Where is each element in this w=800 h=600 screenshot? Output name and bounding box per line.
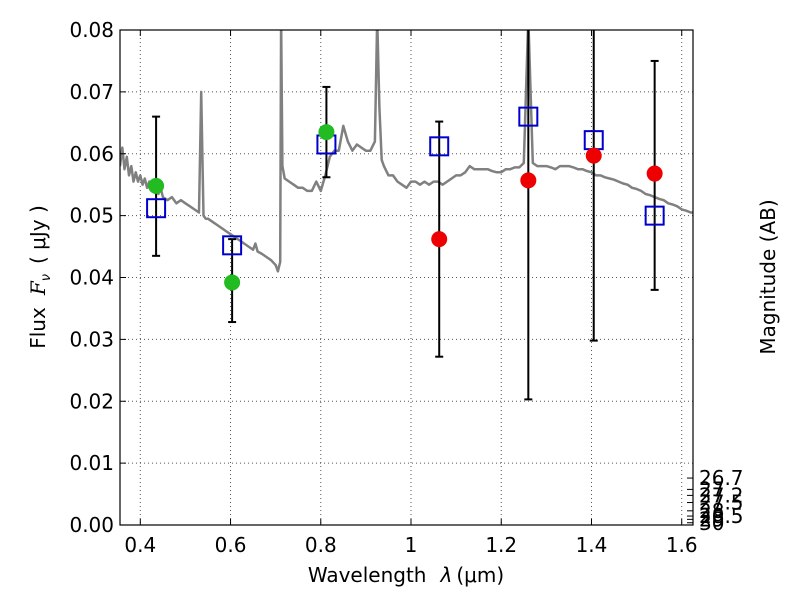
y-axis: 0.00 0.01 0.02 0.03 0.04 0.05 0.06 0.07 0.08 xyxy=(69,18,126,537)
y-axis-label-unit: ( μJy ) xyxy=(26,205,50,264)
x-tick-label: 1.4 xyxy=(576,533,608,557)
x-axis-label-prefix: Wavelength xyxy=(308,563,427,587)
x-tick-label: 0.4 xyxy=(124,533,156,557)
markers-layer xyxy=(146,106,665,291)
y2-tick-label: 28.5 xyxy=(699,504,744,528)
y2-tick-label: 27 xyxy=(699,477,724,501)
model-box-marker xyxy=(644,205,665,226)
optical-point xyxy=(148,177,165,194)
y-tick-label: 0.07 xyxy=(69,80,114,104)
y-axis-label: Flux Fν ( μJy ) xyxy=(26,205,54,349)
nir-point xyxy=(646,165,663,182)
x-tick-label: 1.2 xyxy=(485,533,517,557)
grid-lines xyxy=(120,29,693,526)
model-box-marker xyxy=(518,106,539,127)
x-axis: 0.4 0.6 0.8 1 1.2 1.4 1.6 xyxy=(124,30,698,557)
x-tick-label: 1.6 xyxy=(666,533,698,557)
y2-tick-label: 30 xyxy=(699,511,724,535)
x-axis-label-symbol: λ xyxy=(440,563,453,587)
y-tick-label: 0.03 xyxy=(69,327,114,351)
y-axis-label-prefix: Flux xyxy=(26,307,50,349)
nir-point xyxy=(431,231,448,248)
y-axis-label-symbol: F xyxy=(26,280,50,296)
model-box-marker xyxy=(222,235,243,256)
optical-point xyxy=(224,274,241,291)
x-axis-label-unit: (μm) xyxy=(456,563,504,587)
y-tick-label: 0.02 xyxy=(69,389,114,413)
y2-tick-label: 26.7 xyxy=(699,466,744,490)
x-axis-label: Wavelength λ (μm) xyxy=(308,563,504,587)
model-sed-layer xyxy=(120,30,693,273)
optical-point xyxy=(318,124,335,141)
model-box-marker xyxy=(429,136,450,157)
y-axis-label-subscript: ν xyxy=(39,274,54,281)
model-sed-line xyxy=(120,30,693,273)
x-tick-label: 1 xyxy=(405,533,418,557)
nir-point xyxy=(520,172,537,189)
y-tick-label: 0.04 xyxy=(69,266,114,290)
y2-tick-label: 27.2 xyxy=(699,483,744,507)
x-tick-label: 0.6 xyxy=(215,533,247,557)
y-tick-label: 0.06 xyxy=(69,142,114,166)
model-box-marker xyxy=(146,198,167,219)
y-tick-label: 0.08 xyxy=(69,18,114,42)
y2-tick-label: 28 xyxy=(699,499,724,523)
y-tick-label: 0.01 xyxy=(69,451,114,475)
y2-axis-label: Magnitude (AB) xyxy=(756,199,780,354)
y-tick-label: 0.00 xyxy=(69,513,114,537)
nir-point xyxy=(585,147,602,164)
x-tick-label: 0.8 xyxy=(305,533,337,557)
y2-tick-label: 29 xyxy=(699,507,724,531)
y-tick-label: 0.05 xyxy=(69,204,114,228)
y2-tick-label: 27.5 xyxy=(699,491,744,515)
